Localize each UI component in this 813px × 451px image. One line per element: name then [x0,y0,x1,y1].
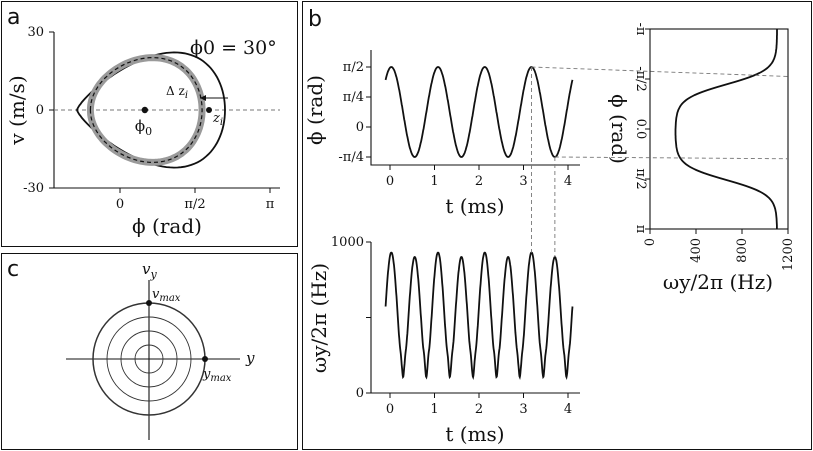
b3-ytick-label: 0.0 [633,119,648,140]
chart-b2-xticks: 0 1 2 3 4 [386,393,572,417]
chart-b3: 0 400 800 1200 -π -π/2 0.0 π/2 π ωy/2π (Hz) ϕ (… [607,23,796,294]
b1-xtick-label: 1 [430,174,438,189]
chart-b3-yticks: -π -π/2 0.0 π/2 π [633,23,650,234]
chart-a-xtick-label: π/2 [184,197,205,212]
chart-a-dz-arrow-head [200,95,206,101]
chart-a-phi0-annotation: ϕ0 = 30° [190,37,277,59]
chart-b3-xlabel: ωy/2π (Hz) [663,270,773,294]
chart-a-center-label: ϕ0 [135,117,152,138]
panel-a-frame [1,1,298,247]
panel-c-label: c [7,257,19,282]
chart-b3-ylabel: ϕ (rad) [607,94,631,164]
b3-ytick-label: -π [633,23,648,36]
chart-a-yticks: 30 0 -30 [23,25,54,196]
chart-b1-xticks: 0 1 2 3 4 [386,165,572,189]
chart-a-ytick-label: 0 [36,103,44,118]
chart-a-xtick-label: π [266,197,275,212]
b1-ytick-label: π/2 [343,60,364,75]
panel-b-label: b [308,7,322,32]
b3-xtick-label: 1200 [781,238,796,271]
b-guide-lines [531,66,789,257]
b1-ytick-label: 0 [356,120,364,135]
chart-b1: 0 1 2 3 4 π/2 π/4 0 -π/4 t (ms) ϕ (rad) [303,50,580,218]
diagram-c: vy y vmax ymax [66,260,255,440]
guide-horizontal-max [531,66,789,77]
chart-a-center-point [141,106,149,114]
b2-ytick-label: 1000 [331,235,364,250]
b2-ytick-label: 0 [356,386,364,401]
chart-a-xtick-label: 0 [116,197,124,212]
diagram-c-circle [106,316,192,402]
b2-xtick-label: 4 [564,402,572,417]
b3-ytick-label: π [633,225,648,234]
b1-xtick-label: 3 [519,174,527,189]
diagram-c-circle [134,344,164,374]
b3-xtick-label: 0 [643,238,658,246]
chart-a-zi-point [206,107,212,113]
guide-horizontal-min [554,156,789,160]
chart-b2: 0 1 2 3 4 1000 0 t (ms) ωy/2π (Hz) [307,235,580,446]
b2-xtick-label: 1 [430,402,438,417]
diagram-c-y-label: y [245,349,255,367]
chart-a-xticks: 0 π/2 π [116,188,275,212]
diagram-c-ymax-point [202,356,208,362]
chart-b3-series-profile [674,29,778,229]
chart-a-z-label: zi [212,111,223,128]
b3-xtick-label: 400 [689,238,704,263]
chart-a-ytick-label: -30 [23,181,44,196]
b1-xtick-label: 4 [564,174,572,189]
diagram-c-vmax-label: vmax [152,287,181,304]
b3-ytick-label: π/2 [633,168,648,189]
b2-xtick-label: 3 [519,402,527,417]
b1-ytick-label: -π/4 [338,150,364,165]
chart-b2-series-omega [384,251,574,381]
chart-b1-yticks: π/2 π/4 0 -π/4 [338,60,371,165]
chart-b3-xticks: 0 400 800 1200 [643,229,796,271]
chart-b1-ylabel: ϕ (rad) [303,75,327,145]
chart-a-ylabel: v (m/s) [5,75,29,145]
b2-xtick-label: 2 [475,402,483,417]
b3-ytick-label: -π/2 [633,66,648,92]
diagram-c-vmax-point [146,300,152,306]
diagram-c-circle [120,330,178,388]
chart-b1-axes [370,50,580,166]
chart-a-ytick-label: 30 [27,25,44,40]
chart-b2-ylabel: ωy/2π (Hz) [307,263,331,373]
chart-b2-xlabel: t (ms) [445,422,504,446]
chart-a-orbit-dashed [89,56,203,164]
b2-xtick-label: 0 [386,402,394,417]
panel-b-frame [302,1,812,450]
diagram-c-vy-label: vy [142,260,157,281]
b1-xtick-label: 0 [386,174,394,189]
chart-a-dz-label: Δ zi [166,84,188,101]
chart-a: ϕ0 Δ zi zi ϕ0 = 30° 0 π/2 π 30 0 -30 ϕ (rad)… [5,25,280,238]
panel-a-label: a [7,5,20,30]
b1-xtick-label: 2 [475,174,483,189]
diagram-c-ymax-label: ymax [202,367,232,384]
b1-ytick-label: π/4 [343,90,364,105]
chart-b1-xlabel: t (ms) [445,194,504,218]
chart-a-xlabel: ϕ (rad) [132,214,202,238]
chart-b1-series-phi [384,66,574,158]
b3-xtick-label: 800 [735,238,750,263]
chart-b2-yticks: 1000 0 [331,235,371,401]
